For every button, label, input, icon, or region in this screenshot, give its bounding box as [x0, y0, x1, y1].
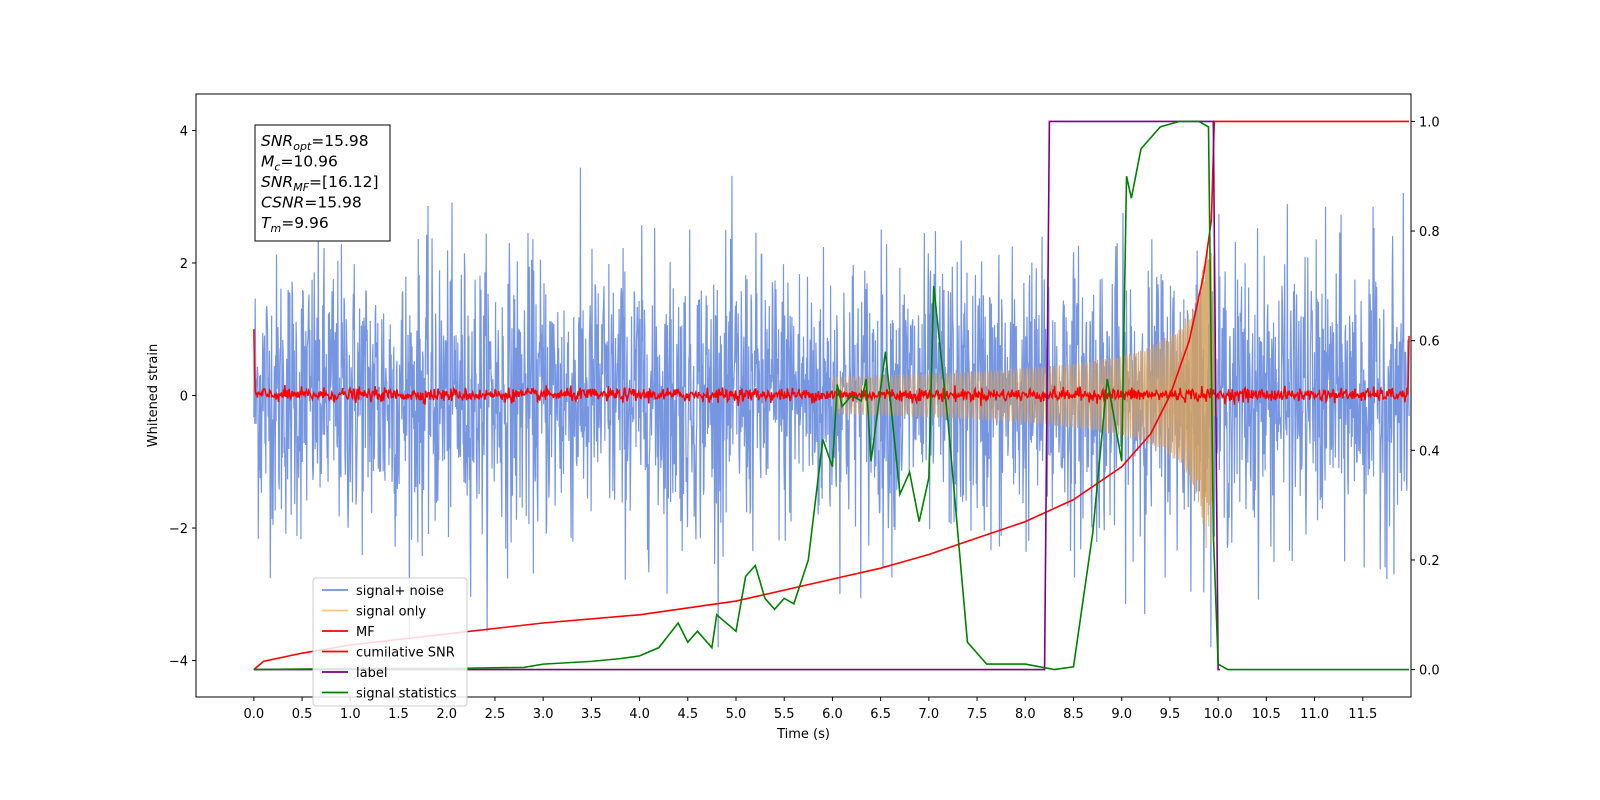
- y-tick-label: 0: [180, 390, 188, 405]
- x-tick-label: 6.5: [870, 707, 891, 722]
- signal-statistics-line: [253, 120, 1410, 671]
- legend-label: signal only: [356, 605, 426, 620]
- y2-tick-label: 0.0: [1419, 664, 1440, 679]
- chart-legend: signal+ noise signal only MF cumilative SNR…: [312, 577, 468, 707]
- signal-noise-line: [253, 167, 1410, 648]
- x-tick-label: 10.5: [1252, 707, 1281, 722]
- y2-tick-label: 0.6: [1419, 335, 1440, 350]
- y-axis-label: Whitened strain: [146, 344, 161, 447]
- y-tick-label: 2: [180, 257, 188, 272]
- legend-label: signal+ noise: [356, 584, 444, 599]
- x-tick-label: 4.5: [677, 707, 698, 722]
- mc-annotation: Mc=10.96: [261, 153, 338, 174]
- x-tick-label: 11.5: [1348, 707, 1377, 722]
- x-tick-label: 7.5: [967, 707, 988, 722]
- csnr-annotation: CSNR=15.98: [261, 194, 362, 212]
- snr-opt-annotation: SNRopt=15.98: [261, 132, 369, 153]
- signal-only-line: [831, 243, 1218, 548]
- y-tick-label: −4: [169, 655, 188, 670]
- legend-label: label: [356, 666, 387, 681]
- x-axis-label: Time (s): [776, 727, 830, 742]
- x-tick-label: 0.0: [244, 707, 265, 722]
- x-tick-label: 5.5: [774, 707, 795, 722]
- y2-tick-label: 1.0: [1419, 115, 1440, 130]
- x-tick-label: 9.0: [1111, 707, 1132, 722]
- label-line: [253, 120, 1221, 671]
- x-tick-label: 7.0: [919, 707, 940, 722]
- legend-label: signal statistics: [356, 687, 457, 702]
- x-tick-label: 4.0: [629, 707, 650, 722]
- legend-label: MF: [356, 625, 375, 640]
- x-tick-label: 2.5: [485, 707, 506, 722]
- x-tick-label: 5.0: [726, 707, 747, 722]
- x-tick-label: 9.5: [1160, 707, 1181, 722]
- y2-tick-label: 0.4: [1419, 444, 1440, 459]
- legend-label: cumilative SNR: [356, 646, 455, 661]
- x-tick-label: 8.0: [1015, 707, 1036, 722]
- y-tick-label: 4: [180, 124, 188, 139]
- axes-layer: 0.0 0.5 1.0 1.5 2.0 2.5 3.0 3.5 4.0 4.5 5.0 5.5 6.0 6…: [146, 93, 1440, 742]
- info-annotation-box: SNRopt=15.98 Mc=10.96 SNRMF=[16.12] CSNR…: [254, 124, 391, 242]
- y2-tick-label: 0.8: [1419, 225, 1440, 240]
- tm-annotation: Tm=9.96: [261, 214, 329, 235]
- x-tick-label: 8.5: [1063, 707, 1084, 722]
- x-tick-label: 1.0: [340, 707, 361, 722]
- x-tick-label: 0.5: [292, 707, 313, 722]
- x-tick-label: 11.0: [1300, 707, 1329, 722]
- x-tick-label: 3.0: [533, 707, 554, 722]
- x-tick-label: 1.5: [388, 707, 409, 722]
- y2-tick-label: 0.2: [1419, 554, 1440, 569]
- x-tick-label: 10.0: [1204, 707, 1233, 722]
- x-tick-label: 3.5: [581, 707, 602, 722]
- x-tick-label: 2.0: [436, 707, 457, 722]
- snr-mf-annotation: SNRMF=[16.12]: [261, 173, 379, 194]
- x-tick-label: 6.0: [822, 707, 843, 722]
- legend-box: [312, 577, 468, 707]
- y-tick-label: −2: [169, 522, 188, 537]
